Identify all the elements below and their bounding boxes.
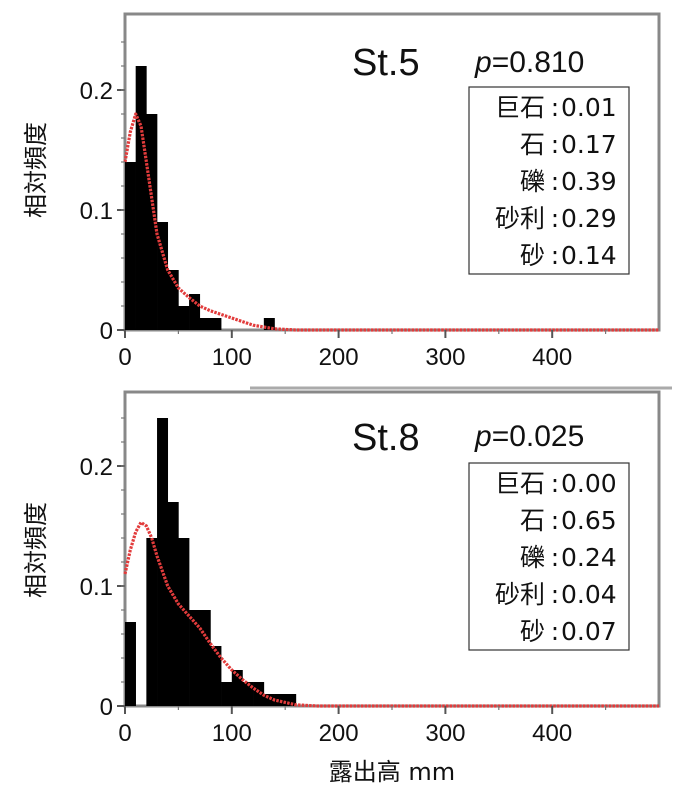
histogram-bar [210,318,222,330]
histogram-bar [221,682,233,706]
histogram-bar [199,610,211,706]
legend-label: 石 [520,506,545,535]
legend-colon: : [551,93,559,122]
histogram-bar [146,114,158,330]
y-tick-label: 0.1 [80,198,113,225]
station-label: St.8 [352,417,420,459]
fit-curve-line [123,520,659,708]
histogram-bar [242,682,254,706]
legend-value: 0.01 [561,93,617,122]
p-symbol: p [474,46,492,79]
x-tick-label: 200 [319,344,359,371]
histogram-bar [125,162,136,330]
legend-value: 0.29 [561,204,617,233]
histogram-bar [199,318,211,330]
histogram-bar [263,694,275,706]
histogram-bar [285,694,297,706]
histogram-bar [146,538,158,706]
histogram-bar [189,610,201,706]
x-tick-label: 400 [532,720,572,747]
legend-value: 0.04 [561,580,617,609]
legend-box [468,462,630,651]
legend-value: 0.24 [561,543,617,572]
p-symbol: p [474,420,492,453]
x-tick-label: 300 [425,720,465,747]
histogram-bar [125,622,136,706]
fit-curve-line [123,112,659,332]
legend-colon: : [551,506,559,535]
legend-colon: : [551,130,559,159]
histogram-bar [231,670,243,706]
legend-label: 礫 [520,543,545,572]
panel-st5: 0 100 200 300 400 0 0.1 0.2 相対頻度 St.5 p=0.810 巨… [22,12,661,371]
histogram-bar [135,66,147,330]
legend-value: 0.00 [561,469,617,498]
station-label: St.5 [352,42,420,84]
legend-label: 砂利 [495,580,545,609]
legend-label: 巨石 [495,469,545,498]
y-axis-label: 相対頻度 [22,502,50,598]
legend-label: 砂 [520,617,545,646]
legend-label: 砂利 [495,204,545,233]
histogram-bars [125,418,297,706]
y-axis-label: 相対頻度 [22,122,50,218]
x-tick-label: 0 [118,720,131,747]
histogram-bar [189,294,201,330]
histogram-bar [157,222,169,330]
y-tick-label: 0 [100,318,113,345]
histogram-bar [178,538,190,706]
legend-label: 石 [520,130,545,159]
legend-label: 礫 [520,167,545,196]
p-number: =0.810 [492,46,585,79]
fitted-curve [123,520,659,708]
histogram-bar [157,418,169,706]
x-axis-label: 露出高 mm [329,758,455,786]
legend-colon: : [551,580,559,609]
y-tick-label: 0 [100,694,113,721]
legend-label: 砂 [520,241,545,270]
legend-colon: : [551,617,559,646]
legend-colon: : [551,543,559,572]
p-value: p=0.810 [474,46,584,79]
y-tick-label: 0.2 [80,454,113,481]
histogram-bar [167,502,179,706]
legend-box [468,86,630,275]
y-tick-label: 0.2 [80,78,113,105]
x-tick-label: 100 [212,344,252,371]
x-tick-label: 400 [532,344,572,371]
x-tick-label: 200 [319,720,359,747]
axis-ticks: 0 100 200 300 400 0 0.1 0.2 [80,417,607,747]
legend-value: 0.65 [561,506,617,535]
legend-colon: : [551,469,559,498]
legend-label: 巨石 [495,93,545,122]
legend-value: 0.07 [561,617,617,646]
y-tick-label: 0.1 [80,574,113,601]
p-number: =0.025 [492,420,585,453]
histogram-bar [263,318,275,330]
histogram-bar [210,646,222,706]
histogram-bar [178,306,190,330]
x-tick-label: 100 [212,720,252,747]
p-value: p=0.025 [474,420,584,453]
legend-value: 0.17 [561,130,617,159]
legend-colon: : [551,204,559,233]
legend-value: 0.14 [561,241,617,270]
x-tick-label: 300 [425,344,465,371]
fitted-curve [123,112,659,332]
legend-value: 0.39 [561,167,617,196]
histogram-bar [274,694,286,706]
axis-ticks: 0 100 200 300 400 0 0.1 0.2 [80,41,607,371]
panel-st8: 0 100 200 300 400 0 0.1 0.2 相対頻度 St.8 p=0.025 巨… [22,390,661,786]
histogram-bars [125,66,275,330]
histogram-bar [253,682,265,706]
legend-colon: : [551,167,559,196]
x-tick-label: 0 [118,344,131,371]
histogram-bar [167,270,179,330]
legend-colon: : [551,241,559,270]
